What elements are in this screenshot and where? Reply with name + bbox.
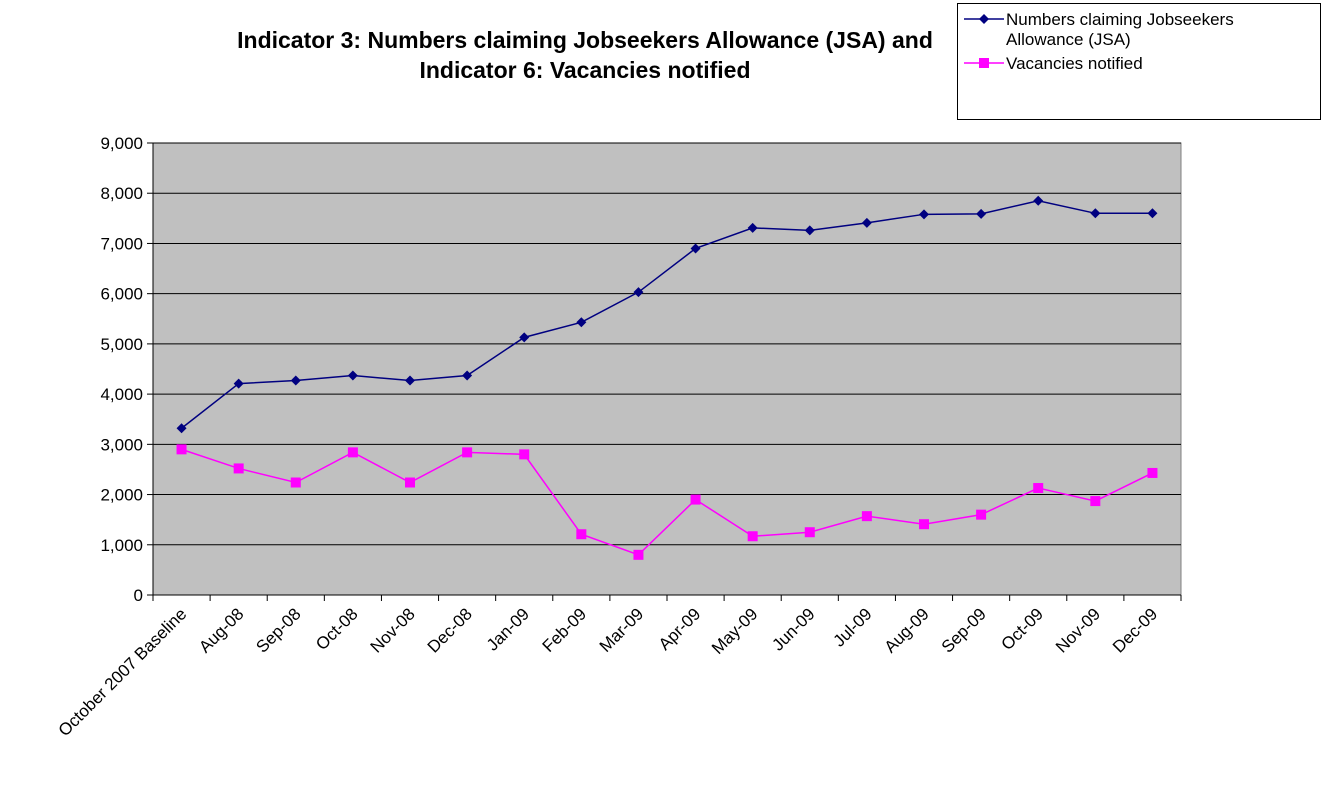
legend-entry: Vacancies notified [962, 54, 1316, 74]
data-point [405, 477, 415, 488]
x-tick-label: Jun-09 [768, 604, 818, 654]
x-tick-label: Oct-09 [998, 604, 1048, 654]
x-tick-label: Oct-08 [312, 604, 362, 654]
data-point [633, 287, 644, 298]
data-point [976, 208, 987, 219]
x-tick-label: Mar-09 [596, 604, 648, 656]
data-point [576, 529, 587, 540]
data-point [804, 527, 815, 538]
y-tick-label: 4,000 [100, 385, 143, 404]
data-point [747, 222, 758, 233]
x-tick-label: Apr-09 [655, 604, 705, 654]
x-tick-label: Nov-09 [1052, 604, 1104, 656]
data-point [633, 549, 644, 560]
data-point [233, 463, 244, 474]
x-tick-label: Sep-09 [938, 604, 990, 656]
marker [979, 58, 989, 68]
data-point [176, 423, 187, 434]
legend-label: Numbers claiming Jobseekers Allowance (J… [1006, 10, 1234, 49]
data-point [462, 447, 473, 458]
data-point [747, 531, 758, 542]
y-tick-label: 0 [134, 586, 143, 605]
x-tick-label: Nov-08 [367, 604, 419, 656]
y-tick-label: 9,000 [100, 134, 143, 153]
chart-title: Indicator 3: Numbers claiming Jobseekers… [237, 27, 933, 83]
data-point [290, 375, 301, 386]
y-tick-label: 2,000 [100, 486, 143, 505]
data-point [1090, 496, 1101, 507]
legend-entry: Numbers claiming Jobseekers Allowance (J… [962, 10, 1316, 50]
data-point [290, 477, 301, 488]
x-tick-label: May-09 [708, 604, 762, 658]
data-point [1033, 195, 1044, 206]
data-point [690, 243, 701, 254]
x-tick-label: Jul-09 [830, 604, 876, 650]
data-point [804, 225, 815, 236]
data-point [405, 375, 415, 386]
data-point [1090, 208, 1101, 219]
data-point [347, 447, 358, 458]
legend-icon [964, 14, 1004, 24]
x-tick-label: Aug-09 [881, 604, 933, 656]
data-point [347, 370, 358, 381]
data-point [861, 511, 872, 522]
x-tick-label: Dec-08 [424, 604, 476, 656]
x-tick-label: Dec-09 [1109, 604, 1161, 656]
marker [979, 14, 989, 24]
data-point [519, 332, 530, 343]
y-tick-label: 6,000 [100, 285, 143, 304]
y-tick-label: 7,000 [100, 234, 143, 253]
legend-label: Vacancies notified [1006, 54, 1143, 73]
data-point [1147, 208, 1158, 219]
data-point [576, 317, 587, 328]
legend-icon [964, 58, 1004, 68]
series-line [181, 448, 1153, 556]
x-tick-label: Sep-08 [252, 604, 304, 656]
y-tick-label: 3,000 [100, 435, 143, 454]
plot-area [152, 142, 1182, 596]
x-tick-label: Feb-09 [539, 604, 591, 656]
data-point [462, 370, 473, 381]
data-point [861, 217, 872, 228]
x-tick-label: Aug-08 [195, 604, 247, 656]
data-point [690, 494, 701, 505]
data-point [976, 509, 987, 520]
y-tick-label: 5,000 [100, 335, 143, 354]
data-point [519, 449, 530, 460]
series-line [181, 199, 1153, 429]
x-tick-label: Jan-09 [483, 604, 533, 654]
data-point [919, 209, 929, 220]
data-point [176, 444, 187, 455]
x-tick-label: October 2007 Baseline [55, 604, 191, 740]
data-point [233, 378, 244, 389]
legend: Numbers claiming Jobseekers Allowance (J… [957, 3, 1321, 120]
y-tick-label: 8,000 [100, 184, 143, 203]
data-point [1033, 483, 1044, 494]
y-tick-label: 1,000 [100, 536, 143, 555]
data-point [1147, 467, 1158, 478]
data-point [919, 519, 929, 530]
